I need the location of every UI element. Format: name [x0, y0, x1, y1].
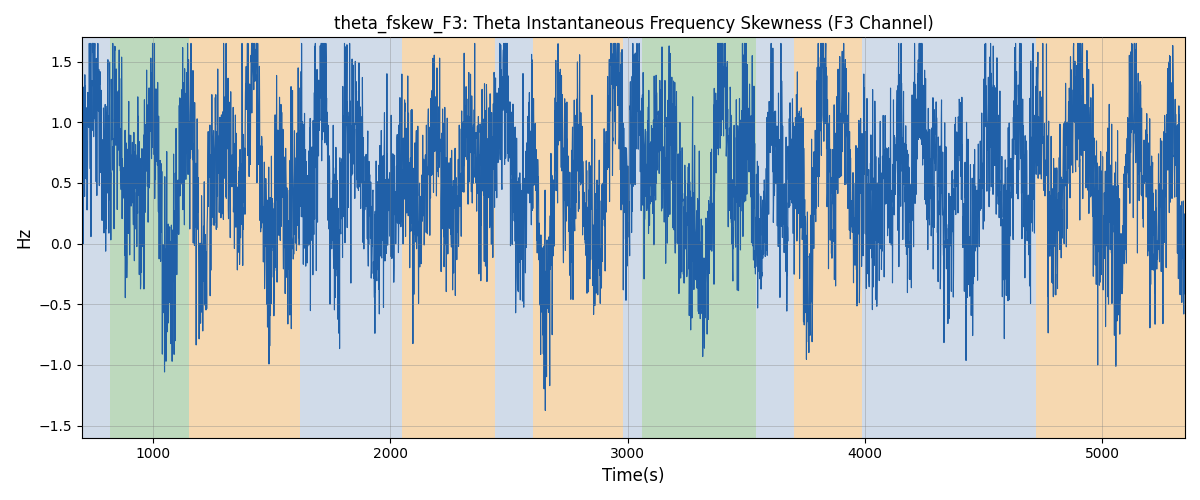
Bar [82, 38, 110, 438]
Bar [300, 38, 402, 438]
Bar [793, 38, 863, 438]
Bar [623, 38, 642, 438]
Bar [756, 38, 793, 438]
X-axis label: Time(s): Time(s) [602, 467, 665, 485]
Bar [893, 38, 1036, 438]
Bar [863, 38, 893, 438]
Bar [1036, 38, 1184, 438]
Bar [533, 38, 623, 438]
Y-axis label: Hz: Hz [14, 227, 32, 248]
Title: theta_fskew_F3: Theta Instantaneous Frequency Skewness (F3 Channel): theta_fskew_F3: Theta Instantaneous Freq… [334, 15, 934, 34]
Bar [402, 38, 494, 438]
Bar [494, 38, 533, 438]
Bar [110, 38, 188, 438]
Bar [188, 38, 300, 438]
Bar [642, 38, 756, 438]
